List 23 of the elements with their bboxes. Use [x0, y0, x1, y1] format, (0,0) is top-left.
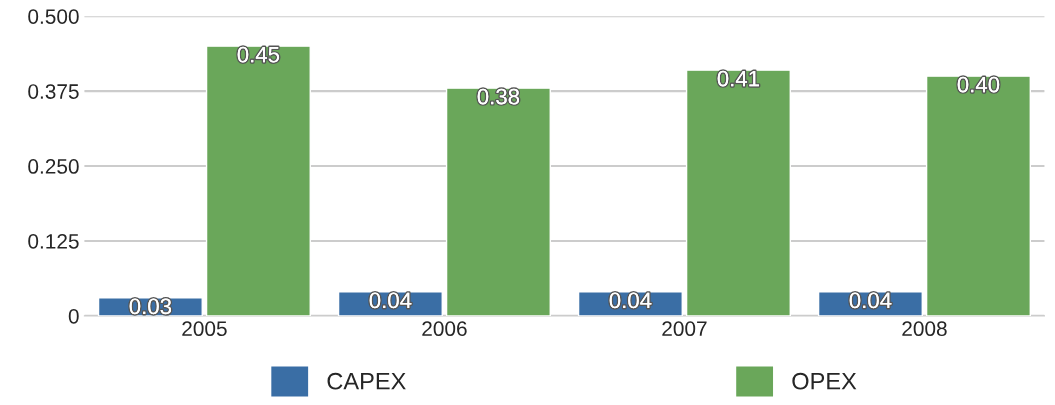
data-label: 0.04 [849, 292, 892, 309]
legend-label: OPEX [792, 372, 857, 390]
bar [685, 69, 791, 316]
data-label: 0.40 [957, 76, 1000, 93]
bar [445, 87, 551, 316]
y-tick-label: 0.500 [28, 9, 79, 24]
y-tick-label: 0 [68, 308, 79, 324]
data-label: 0.38 [477, 88, 520, 105]
bar [925, 75, 1031, 316]
data-label: 0.03 [129, 298, 172, 315]
x-tick-label: 2006 [422, 321, 467, 337]
bar [205, 45, 311, 316]
y-tick-label: 0.250 [28, 159, 79, 174]
x-tick-label: 2005 [182, 321, 227, 337]
legend-label: CAPEX [327, 372, 406, 390]
data-label: 0.45 [237, 46, 280, 63]
data-label: 0.41 [717, 70, 759, 87]
data-label: 0.04 [609, 292, 652, 309]
data-label: 0.04 [369, 292, 412, 309]
x-tick-label: 2008 [902, 321, 947, 337]
y-tick-label: 0.375 [28, 84, 79, 99]
x-tick-label: 2007 [662, 321, 707, 337]
y-tick-label: 0.125 [28, 233, 79, 249]
